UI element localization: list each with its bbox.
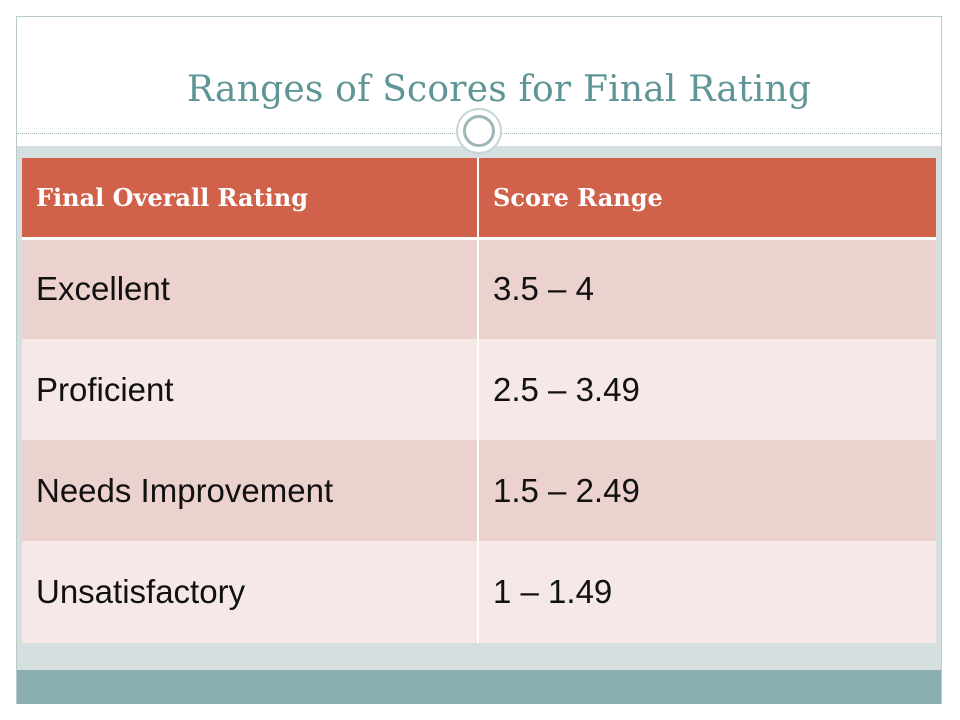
rating-cell: Needs Improvement — [22, 440, 478, 541]
rating-cell: Proficient — [22, 339, 478, 440]
footer-bar — [17, 670, 941, 704]
score-range-cell: 2.5 – 3.49 — [477, 339, 936, 440]
slide-title: Ranges of Scores for Final Rating — [186, 69, 812, 110]
score-range-cell: 1 – 1.49 — [477, 541, 936, 643]
rating-table: Final Overall Rating Score Range Excelle… — [22, 158, 936, 643]
rating-cell: Excellent — [22, 238, 478, 339]
score-range-cell: 3.5 – 4 — [477, 238, 936, 339]
table-row: Needs Improvement 1.5 – 2.49 — [22, 440, 936, 541]
header-score-range: Score Range — [477, 158, 936, 240]
header-final-overall-rating: Final Overall Rating — [22, 158, 478, 240]
score-range-cell: 1.5 – 2.49 — [477, 440, 936, 541]
rating-cell: Unsatisfactory — [22, 541, 478, 643]
table-header-row: Final Overall Rating Score Range — [22, 158, 936, 240]
circle-ornament-inner — [463, 115, 495, 147]
circle-ornament-icon — [456, 108, 502, 154]
table-row: Proficient 2.5 – 3.49 — [22, 339, 936, 440]
table-row: Excellent 3.5 – 4 — [22, 238, 936, 339]
table-row: Unsatisfactory 1 – 1.49 — [22, 541, 936, 643]
